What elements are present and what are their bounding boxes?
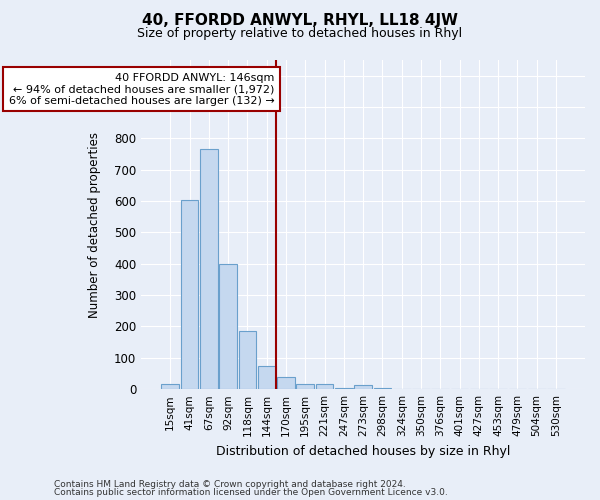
Bar	[161, 384, 179, 389]
Bar	[239, 330, 256, 389]
Bar	[181, 200, 199, 389]
Bar	[374, 388, 391, 389]
Y-axis label: Number of detached properties: Number of detached properties	[88, 132, 101, 318]
Text: Contains public sector information licensed under the Open Government Licence v3: Contains public sector information licen…	[54, 488, 448, 497]
Text: 40, FFORDD ANWYL, RHYL, LL18 4JW: 40, FFORDD ANWYL, RHYL, LL18 4JW	[142, 12, 458, 28]
Text: 40 FFORDD ANWYL: 146sqm
← 94% of detached houses are smaller (1,972)
6% of semi-: 40 FFORDD ANWYL: 146sqm ← 94% of detache…	[8, 72, 274, 106]
Bar	[277, 378, 295, 389]
Text: Contains HM Land Registry data © Crown copyright and database right 2024.: Contains HM Land Registry data © Crown c…	[54, 480, 406, 489]
X-axis label: Distribution of detached houses by size in Rhyl: Distribution of detached houses by size …	[216, 444, 510, 458]
Bar	[200, 150, 218, 389]
Bar	[354, 385, 372, 389]
Bar	[296, 384, 314, 389]
Bar	[316, 384, 334, 389]
Bar	[335, 388, 353, 389]
Bar	[219, 264, 237, 389]
Text: Size of property relative to detached houses in Rhyl: Size of property relative to detached ho…	[137, 28, 463, 40]
Bar	[258, 366, 275, 389]
